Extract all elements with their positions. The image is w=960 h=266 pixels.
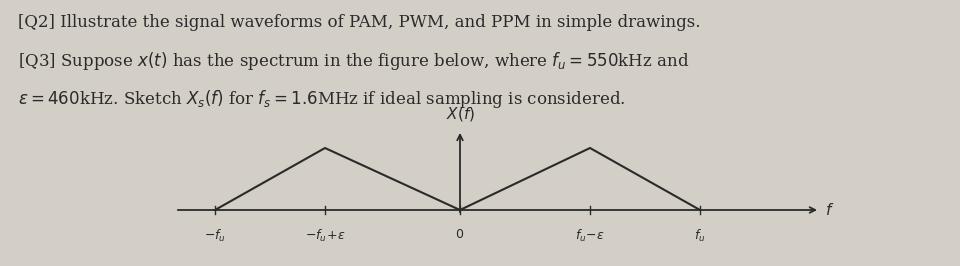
Text: $-f_u$: $-f_u$ bbox=[204, 228, 226, 244]
Text: $0$: $0$ bbox=[455, 228, 465, 241]
Text: [Q2] Illustrate the signal waveforms of PAM, PWM, and PPM in simple drawings.: [Q2] Illustrate the signal waveforms of … bbox=[18, 14, 701, 31]
Text: $-f_u\!+\!\varepsilon$: $-f_u\!+\!\varepsilon$ bbox=[305, 228, 346, 244]
Text: $\varepsilon = 460$kHz. Sketch $X_s(f)$ for $f_s = 1.6$MHz if ideal sampling is : $\varepsilon = 460$kHz. Sketch $X_s(f)$ … bbox=[18, 88, 626, 110]
Text: $f_u\!-\!\varepsilon$: $f_u\!-\!\varepsilon$ bbox=[575, 228, 605, 244]
Text: $f_u$: $f_u$ bbox=[694, 228, 706, 244]
Text: [Q3] Suppose $x(t)$ has the spectrum in the figure below, where $f_u = 550$kHz a: [Q3] Suppose $x(t)$ has the spectrum in … bbox=[18, 50, 689, 72]
Text: $X(f)$: $X(f)$ bbox=[445, 105, 474, 123]
Text: $f$: $f$ bbox=[825, 202, 834, 218]
